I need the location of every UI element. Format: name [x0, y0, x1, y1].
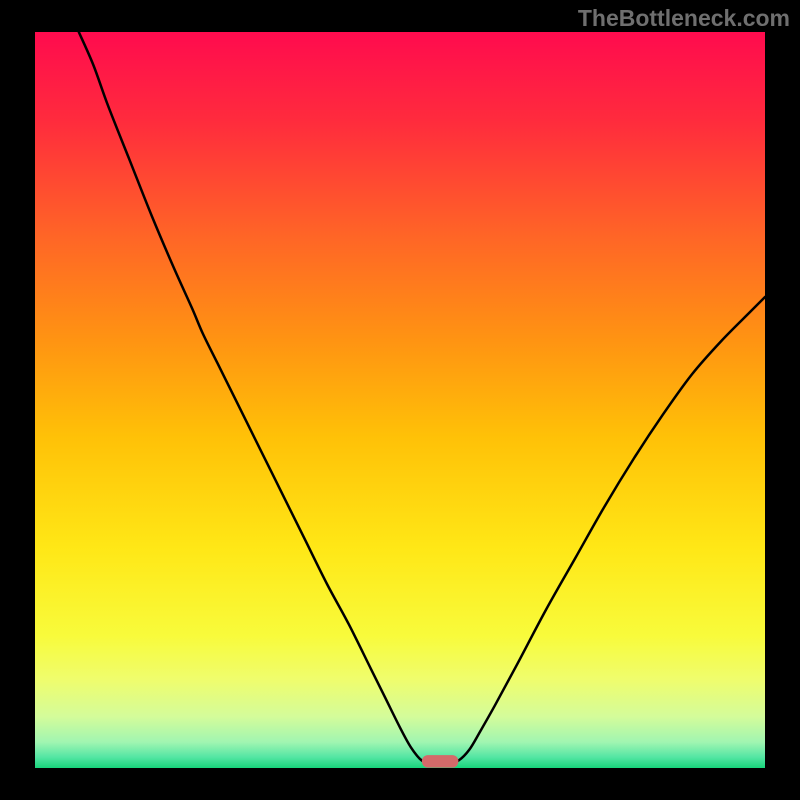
plot-area — [35, 32, 765, 768]
chart-container: TheBottleneck.com — [0, 0, 800, 800]
bottleneck-chart — [0, 0, 800, 800]
watermark: TheBottleneck.com — [578, 5, 790, 32]
optimal-marker — [422, 755, 459, 768]
